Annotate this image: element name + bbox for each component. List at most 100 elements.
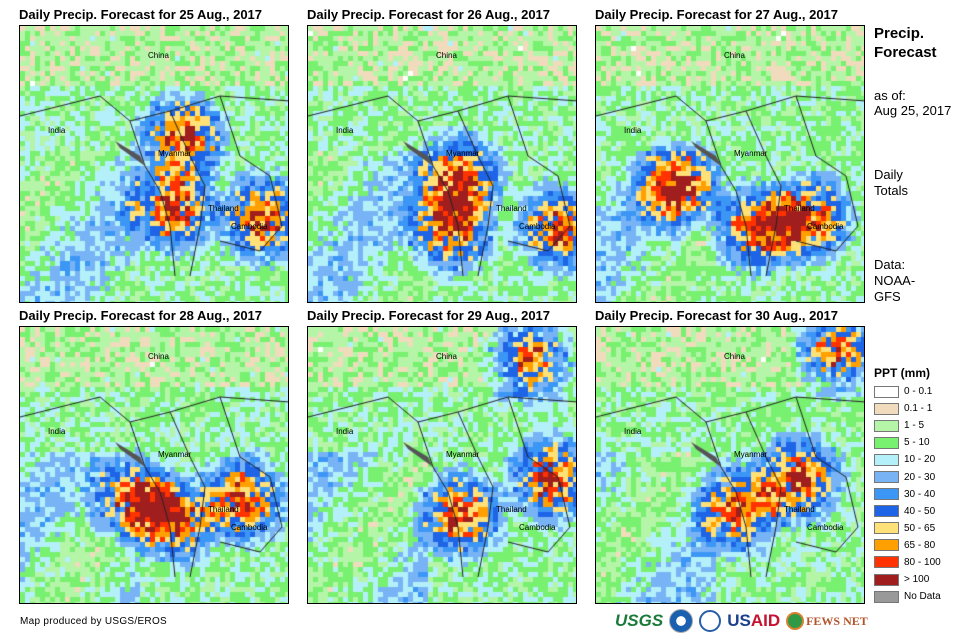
noaa-logo — [669, 609, 694, 633]
data-label-2: NOAA- — [874, 273, 916, 288]
map-label-india: India — [624, 126, 642, 135]
forecast-map-5: China India Myanmar Thailand Cambodia — [307, 326, 577, 604]
map-label-china: China — [724, 51, 745, 60]
map-label-india: India — [48, 427, 66, 436]
legend-label: 65 - 80 — [904, 539, 936, 551]
map-label-cambodia: Cambodia — [807, 523, 844, 532]
fewsnet-text: FEWS NET — [806, 613, 868, 628]
panel-title: Daily Precip. Forecast for 25 Aug., 2017 — [19, 7, 263, 22]
precip-raster — [20, 327, 288, 603]
legend-swatch — [874, 488, 899, 501]
globe-icon — [786, 612, 805, 630]
map-label-thailand: Thailand — [784, 204, 815, 213]
map-label-india: India — [48, 126, 66, 135]
legend-label: 5 - 10 — [904, 437, 930, 449]
legend-swatch — [874, 436, 899, 449]
panel-title: Daily Precip. Forecast for 30 Aug., 2017 — [595, 308, 839, 323]
map-label-myanmar: Myanmar — [734, 450, 768, 459]
legend-item: 80 - 100 — [874, 554, 941, 571]
legend-item: 50 - 65 — [874, 520, 941, 537]
credit-text: Map produced by USGS/EROS — [20, 616, 168, 627]
map-label-china: China — [436, 51, 457, 60]
side-heading-1: Precip. — [874, 25, 925, 42]
map-label-myanmar: Myanmar — [446, 450, 480, 459]
usaid-logo-aid: AID — [750, 611, 781, 630]
data-label-3: GFS — [874, 289, 901, 304]
legend-swatch — [874, 590, 899, 603]
legend-swatch — [874, 419, 899, 432]
legend-swatch — [874, 539, 899, 552]
forecast-map-3: China India Myanmar Thailand Cambodia — [595, 25, 865, 303]
map-label-myanmar: Myanmar — [158, 450, 192, 459]
asof-date: Aug 25, 2017 — [874, 103, 952, 118]
legend-swatch — [874, 573, 899, 586]
forecast-map-1: China India Myanmar Thailand Cambodia — [19, 25, 289, 303]
legend-item: 5 - 10 — [874, 434, 941, 451]
precip-raster — [20, 26, 288, 302]
map-label-cambodia: Cambodia — [231, 222, 268, 231]
map-label-thailand: Thailand — [784, 505, 815, 514]
map-label-cambodia: Cambodia — [519, 523, 556, 532]
legend-label: 0.1 - 1 — [904, 403, 933, 415]
map-label-cambodia: Cambodia — [519, 222, 556, 231]
fewsnet-logo: FEWS NET — [786, 612, 868, 630]
data-label-1: Data: — [874, 257, 906, 272]
forecast-map-4: China India Myanmar Thailand Cambodia — [19, 326, 289, 604]
asof-label: as of: — [874, 88, 906, 103]
side-heading-2: Forecast — [874, 44, 937, 61]
legend-swatch — [874, 453, 899, 466]
precip-raster — [308, 26, 576, 302]
panel-title: Daily Precip. Forecast for 27 Aug., 2017 — [595, 7, 839, 22]
map-label-india: India — [336, 427, 354, 436]
legend-item: 40 - 50 — [874, 503, 941, 520]
map-label-thailand: Thailand — [496, 505, 527, 514]
legend-item: 30 - 40 — [874, 486, 941, 503]
map-label-myanmar: Myanmar — [446, 149, 480, 158]
legend-label: No Data — [904, 591, 941, 603]
legend-swatch — [874, 471, 899, 484]
legend-swatch — [874, 556, 899, 569]
legend-title: PPT (mm) — [874, 366, 931, 380]
panel-title: Daily Precip. Forecast for 29 Aug., 2017 — [307, 308, 551, 323]
legend-item: 20 - 30 — [874, 468, 941, 485]
logos: USGS USAID FEWS NET — [615, 609, 868, 633]
legend-swatch — [874, 385, 899, 398]
map-label-myanmar: Myanmar — [734, 149, 768, 158]
map-label-thailand: Thailand — [208, 505, 239, 514]
legend-swatch — [874, 522, 899, 535]
usgs-logo: USGS — [615, 611, 664, 630]
map-label-india: India — [624, 427, 642, 436]
forecast-map-2: China India Myanmar Thailand Cambodia — [307, 25, 577, 303]
map-label-thailand: Thailand — [208, 204, 239, 213]
legend-item: 10 - 20 — [874, 451, 941, 468]
legend-item: > 100 — [874, 571, 941, 588]
legend-label: 0 - 0.1 — [904, 386, 933, 398]
legend-item: No Data — [874, 588, 941, 605]
legend-item: 1 - 5 — [874, 417, 941, 434]
legend-label: 40 - 50 — [904, 505, 936, 517]
legend-label: 50 - 65 — [904, 522, 936, 534]
map-label-cambodia: Cambodia — [231, 523, 268, 532]
legend: PPT (mm) 0 - 0.1 0.1 - 1 1 - 5 5 - 10 10 - 2… — [874, 366, 941, 605]
legend-label: 80 - 100 — [904, 556, 941, 568]
panel-title: Daily Precip. Forecast for 26 Aug., 2017 — [307, 7, 551, 22]
legend-label: 1 - 5 — [904, 420, 925, 432]
legend-label: 20 - 30 — [904, 471, 936, 483]
legend-swatch — [874, 505, 899, 518]
map-label-cambodia: Cambodia — [807, 222, 844, 231]
usaid-seal-icon — [699, 610, 722, 632]
legend-label: 10 - 20 — [904, 454, 936, 466]
panel-title: Daily Precip. Forecast for 28 Aug., 2017 — [19, 308, 263, 323]
map-label-china: China — [148, 51, 169, 60]
precip-raster — [596, 26, 864, 302]
map-label-thailand: Thailand — [496, 204, 527, 213]
map-label-india: India — [336, 126, 354, 135]
legend-item: 65 - 80 — [874, 537, 941, 554]
map-label-china: China — [724, 352, 745, 361]
legend-item: 0 - 0.1 — [874, 383, 941, 400]
precip-raster — [596, 327, 864, 603]
usaid-logo: USAID — [727, 611, 780, 631]
legend-item: 0.1 - 1 — [874, 400, 941, 417]
precip-raster — [308, 327, 576, 603]
map-label-china: China — [148, 352, 169, 361]
